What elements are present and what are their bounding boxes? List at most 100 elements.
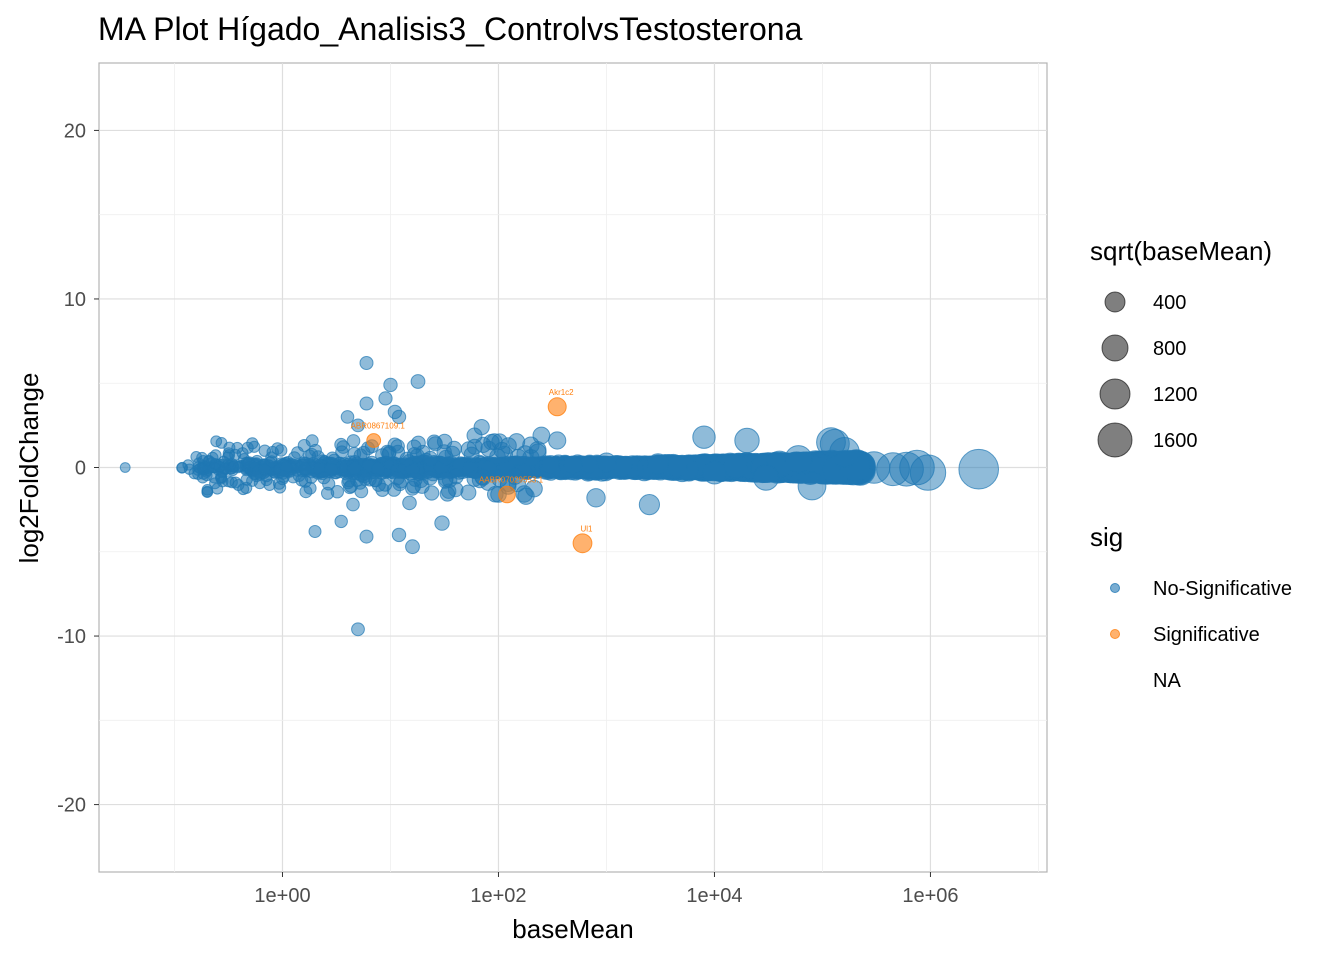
significant-point [366,433,382,448]
data-point [119,462,131,473]
color-legend-key [1110,583,1120,593]
x-axis-ticks: 1e+00 1e+02 1e+04 1e+06 [254,872,959,907]
data-point [596,452,617,473]
data-point [797,471,827,501]
data-point [391,527,407,543]
x-tick-label: 1e+02 [470,885,526,907]
x-tick-label: 1e+06 [902,885,958,907]
y-axis-ticks: -20 -10 0 10 20 [57,120,99,817]
data-point [586,488,606,508]
data-point [638,494,661,516]
significant-point-label: Ul1 [580,524,593,533]
data-point [334,437,348,452]
data-point [407,472,423,487]
significant-point-label: Akr1c2 [549,388,574,397]
data-point [378,391,393,406]
data-point [210,435,223,448]
y-tick-label: -10 [57,626,86,648]
data-point [288,451,301,465]
data-point [325,451,340,465]
size-legend: sqrt(baseMean) 400 800 1200 1600 [1090,236,1272,458]
data-point [752,464,780,491]
data-point [509,448,527,466]
data-point [471,472,488,489]
data-point [190,451,202,463]
data-point [246,437,259,450]
data-point [958,448,1000,490]
data-point [541,456,560,475]
size-legend-key [1101,334,1129,362]
data-point [466,427,483,444]
size-legend-label: 1600 [1153,430,1198,452]
data-point [359,356,374,370]
size-legend-key [1104,291,1126,313]
data-point [463,446,480,463]
data-point [702,460,727,485]
data-point [351,418,365,433]
data-point [439,486,456,502]
data-point [196,471,209,484]
data-point [308,525,322,538]
significant-point-label: ABR0867109.1 [351,422,406,431]
data-point [390,471,405,486]
data-point [201,485,214,498]
data-point [383,377,398,393]
y-tick-label: 0 [75,458,86,480]
significant-point [572,533,593,554]
data-point [612,456,634,477]
data-point [909,454,947,491]
data-point [422,470,438,486]
data-point [237,483,250,496]
significant-point [498,485,516,504]
data-point [346,497,360,512]
y-tick-label: -20 [57,795,86,817]
data-point [723,453,748,479]
data-point [391,409,407,425]
color-legend-key [1110,629,1120,639]
significant-point [547,397,567,417]
color-legend: sig No-Significative Significative NA [1090,522,1292,692]
size-legend-key [1099,378,1131,410]
data-point [272,477,286,490]
data-point [380,444,395,459]
data-points [119,356,1000,637]
data-point [358,471,373,486]
data-point [446,440,463,457]
data-point [438,471,454,487]
data-point [816,427,846,458]
data-point [580,454,600,474]
data-point [359,529,374,544]
x-axis-label: baseMean [512,914,633,944]
data-point [359,396,374,411]
data-point [410,374,426,389]
y-axis-label: log2FoldChange [14,373,44,564]
data-point [340,410,355,424]
data-point [334,514,348,529]
size-legend-title: sqrt(baseMean) [1090,236,1272,266]
color-legend-label: NA [1153,670,1181,692]
data-point [260,473,273,487]
data-point [665,455,688,478]
data-point [402,495,417,511]
data-point [563,455,583,475]
y-tick-label: 10 [64,289,86,311]
data-point [548,431,567,450]
x-tick-label: 1e+04 [686,885,742,907]
data-point [211,482,224,495]
data-point [532,426,551,445]
data-point [483,433,500,451]
data-point [308,443,322,457]
data-point [734,427,760,454]
data-point [322,477,336,491]
data-point [341,475,355,490]
data-point [424,485,440,501]
size-legend-key [1097,422,1133,458]
color-legend-label: Significative [1153,624,1260,646]
data-point [330,485,344,499]
color-legend-label: No-Significative [1153,578,1292,600]
significant-points [366,397,593,554]
data-point [692,425,716,449]
size-legend-label: 800 [1153,338,1186,360]
data-point [209,449,222,462]
